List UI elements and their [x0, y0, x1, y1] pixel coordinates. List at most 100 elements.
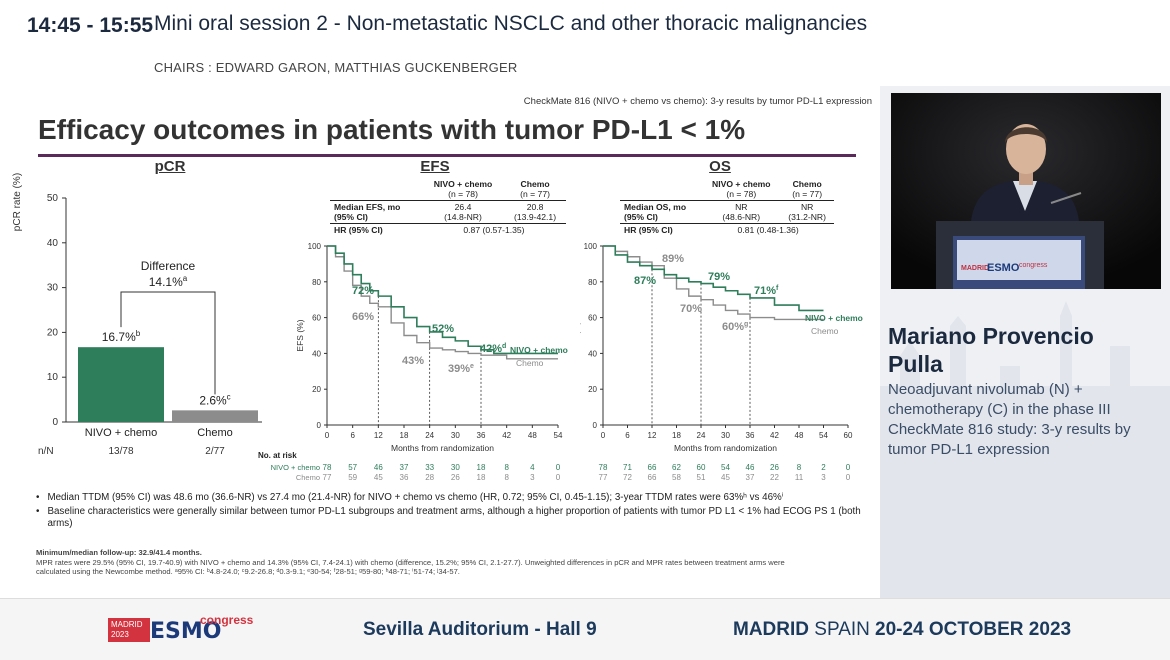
at-risk-cell-nivo: 54 — [721, 463, 730, 472]
efs-col2: Chemo — [520, 179, 550, 189]
city-label: MADRID SPAIN — [733, 619, 870, 641]
at-risk-cell-nivo: 57 — [348, 463, 357, 472]
os-row1-v2b: (31.2-NR) — [788, 212, 827, 222]
at-risk-cell-nivo: 0 — [846, 463, 851, 472]
km-ytick-label: 60 — [588, 314, 597, 323]
efs-row2-label: HR (95% CI) — [330, 223, 422, 236]
km-annotation: 71%f — [754, 285, 779, 297]
at-risk-cell-nivo: 18 — [477, 463, 486, 472]
at-risk-cell-chemo: 37 — [746, 473, 755, 482]
podium-logo-word: congress — [1019, 262, 1048, 269]
km-xlabel: Months from randomization — [674, 443, 777, 453]
os-row1-label-b: (95% CI) — [624, 212, 658, 222]
km-xtick-label: 30 — [721, 431, 730, 440]
os-row1-label: Median OS, mo — [624, 202, 687, 212]
km-xtick-label: 54 — [819, 431, 828, 440]
at-risk-label: No. at risk — [258, 451, 297, 460]
pcr-ylabel: pCR rate (%) — [12, 172, 23, 232]
km-series-label-chemo: Chemo — [516, 358, 544, 368]
at-risk-cell-nivo: 60 — [697, 463, 706, 472]
at-risk-cell-chemo: 45 — [374, 473, 383, 482]
footnotes: Minimum/median follow-up: 32.9/41.4 mont… — [36, 548, 866, 577]
difference-bracket — [120, 291, 216, 395]
esmo-logo-brand: ESMO — [150, 619, 222, 644]
km-ytick-label: 40 — [588, 349, 597, 358]
km-ytick-label: 0 — [317, 421, 322, 430]
esmo-logo-city: MADRID — [111, 620, 143, 629]
efs-row2-value: 0.87 (0.57-1.35) — [421, 223, 566, 236]
pcr-category-label: NIVO + chemo — [85, 427, 157, 439]
presentation-slide: CheckMate 816 (NIVO + chemo vs chemo): 3… — [0, 86, 880, 598]
km-xtick-label: 18 — [400, 431, 409, 440]
bullet-item: • Baseline characteristics were generally… — [36, 506, 866, 530]
bullet-text: Baseline characteristics were generally … — [47, 506, 861, 529]
efs-row1-label: Median EFS, mo — [334, 202, 401, 212]
pcr-nn-value: 2/77 — [205, 446, 225, 457]
difference-value: 14.1%a — [149, 274, 188, 289]
speaker-name: Mariano Provencio Pulla — [888, 322, 1158, 378]
at-risk-cell-chemo: 45 — [721, 473, 730, 482]
pcr-heading: pCR — [154, 158, 186, 175]
bottom-bar — [0, 598, 1170, 660]
km-annotation: 60%g — [722, 321, 748, 333]
os-row2-label: HR (95% CI) — [620, 223, 703, 236]
at-risk-cell-chemo: 26 — [451, 473, 460, 482]
at-risk-cell-nivo: 26 — [770, 463, 779, 472]
footnote-1: Minimum/median follow-up: 32.9/41.4 mont… — [36, 548, 202, 557]
podium-logo-city: MADRID — [961, 265, 989, 272]
km-ytick-label: 20 — [312, 385, 321, 394]
os-row1-v1: NR — [735, 202, 748, 212]
city-bold: MADRID — [733, 619, 809, 640]
efs-col1b: (n = 78) — [448, 189, 478, 199]
bullet-text: Median TTDM (95% CI) was 48.6 mo (36.6-N… — [47, 492, 784, 503]
pcr-ytick-label: 50 — [47, 193, 59, 204]
km-annotation: 70% — [680, 303, 702, 315]
os-km-chart: 0 20 40 60 80 100 0 6 12 18 24 30 36 42 48 54 60 Months f… — [580, 242, 863, 453]
at-risk-cell-nivo: 4 — [530, 463, 535, 472]
at-risk-cell-chemo: 8 — [504, 473, 509, 482]
km-xtick-label: 60 — [844, 431, 853, 440]
dates-label: 20-24 OCTOBER 2023 — [875, 619, 1072, 640]
km-curve-chemo — [327, 245, 558, 360]
at-risk-cell-chemo: 0 — [846, 473, 851, 482]
km-series-label-nivo: NIVO + chemo — [510, 345, 568, 355]
os-row2-value: 0.81 (0.48-1.36) — [702, 223, 834, 236]
pcr-ytick-label: 20 — [47, 327, 59, 338]
at-risk-cell-chemo: 58 — [672, 473, 681, 482]
at-risk-cell-chemo: 3 — [821, 473, 826, 482]
km-xtick-label: 30 — [451, 431, 460, 440]
efs-row1-v2b: (13.9-42.1) — [514, 212, 557, 222]
footnote-2: MPR rates were 29.5% (95% CI, 19.7-40.9)… — [36, 557, 785, 567]
at-risk-cell-nivo: 46 — [374, 463, 383, 472]
efs-row1-v2: 20.8 — [526, 202, 544, 212]
at-risk-cell-chemo: 36 — [400, 473, 409, 482]
at-risk-cell-chemo: 11 — [795, 473, 804, 482]
os-heading: OS — [709, 158, 731, 175]
km-xtick-label: 0 — [325, 431, 330, 440]
session-title: Mini oral session 2 - Non-metastatic NSC… — [154, 12, 868, 35]
at-risk-cell-chemo: 3 — [530, 473, 535, 482]
city-rest: SPAIN — [814, 619, 870, 640]
km-ylabel: OS (%) — [580, 321, 581, 349]
km-curve-nivo — [327, 245, 558, 355]
km-xtick-label: 36 — [746, 431, 755, 440]
at-risk-row-label-chemo: Chemo — [296, 473, 320, 482]
km-xtick-label: 24 — [425, 431, 434, 440]
km-ytick-label: 100 — [308, 242, 322, 251]
at-risk-cell-chemo: 59 — [348, 473, 357, 482]
km-curve-nivo — [603, 245, 824, 312]
pcr-ytick-label: 40 — [47, 238, 59, 249]
km-xtick-label: 54 — [554, 431, 563, 440]
at-risk-cell-nivo: 78 — [599, 463, 608, 472]
efs-row1-v1b: (14.8-NR) — [444, 212, 482, 222]
km-annotation: 89% — [662, 253, 684, 265]
esmo-logo-word: congress — [200, 613, 254, 627]
pcr-nn-label: n/N — [38, 446, 54, 457]
km-curve-chemo — [603, 245, 824, 321]
pcr-bar-value: 2.6%c — [199, 392, 230, 407]
speaker-video[interactable]: MADRID ESMO congress — [891, 93, 1161, 289]
km-xtick-label: 48 — [795, 431, 804, 440]
at-risk-cell-chemo: 77 — [323, 473, 332, 482]
os-summary-table: NIVO + chemo (n = 78) Chemo (n = 77) Media… — [620, 178, 834, 236]
venue-label: Sevilla Auditorium - Hall 9 — [363, 619, 597, 640]
